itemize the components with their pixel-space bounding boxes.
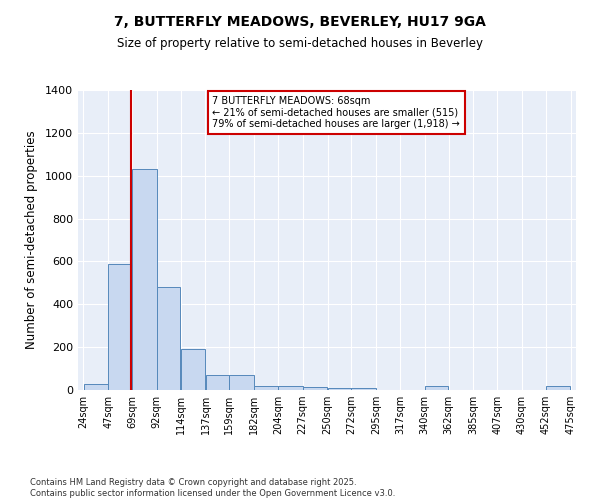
Y-axis label: Number of semi-detached properties: Number of semi-detached properties <box>25 130 38 350</box>
Text: 7, BUTTERFLY MEADOWS, BEVERLEY, HU17 9GA: 7, BUTTERFLY MEADOWS, BEVERLEY, HU17 9GA <box>114 15 486 29</box>
Bar <box>278 386 302 390</box>
Bar <box>181 350 205 390</box>
Bar <box>157 287 181 390</box>
Bar <box>546 386 571 390</box>
Bar <box>328 388 351 390</box>
Bar <box>83 384 108 390</box>
Text: 7 BUTTERFLY MEADOWS: 68sqm
← 21% of semi-detached houses are smaller (515)
79% o: 7 BUTTERFLY MEADOWS: 68sqm ← 21% of semi… <box>212 96 460 129</box>
Bar <box>109 264 132 390</box>
Bar <box>206 375 229 390</box>
Text: Size of property relative to semi-detached houses in Beverley: Size of property relative to semi-detach… <box>117 38 483 51</box>
Bar <box>254 386 278 390</box>
Bar <box>425 386 448 390</box>
Bar <box>229 375 254 390</box>
Text: Contains HM Land Registry data © Crown copyright and database right 2025.
Contai: Contains HM Land Registry data © Crown c… <box>30 478 395 498</box>
Bar <box>352 388 376 390</box>
Bar <box>132 170 157 390</box>
Bar <box>303 387 328 390</box>
